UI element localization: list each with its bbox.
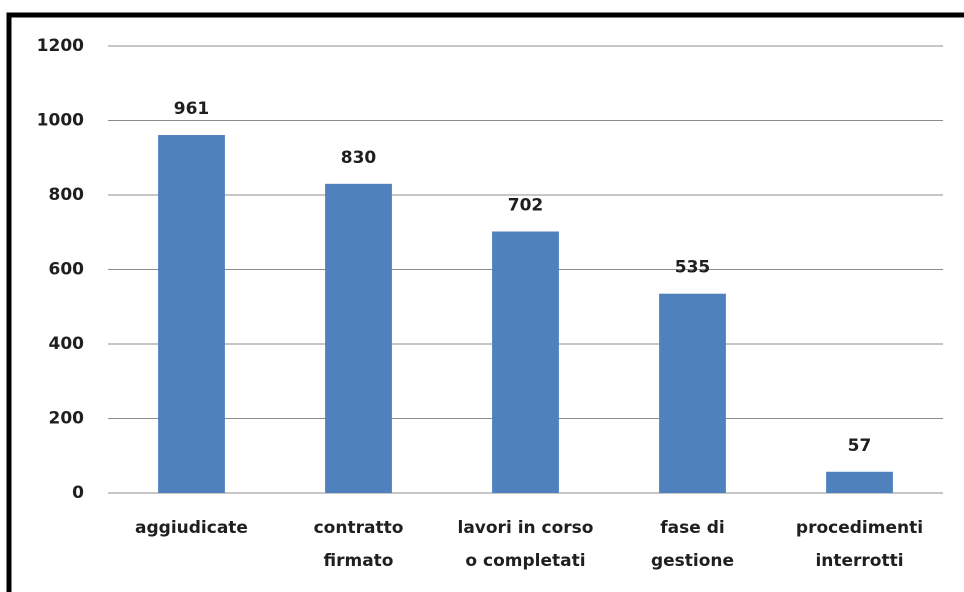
bar [325, 183, 392, 493]
x-tick-label: fase di gestione [651, 518, 734, 571]
frame [6, 12, 964, 592]
x-tick-label: contratto firmato [314, 518, 404, 571]
y-tick-label: 0 [72, 483, 84, 503]
x-tick-label: aggiudicate [135, 518, 248, 538]
value-label: 830 [341, 148, 377, 168]
bar [158, 135, 225, 493]
bar [659, 293, 726, 493]
y-tick-label: 200 [49, 409, 85, 429]
value-label: 702 [508, 196, 544, 216]
bar [492, 231, 559, 493]
bar [826, 471, 893, 493]
x-tick-label: lavori in corso o completati [458, 518, 594, 571]
x-tick-label: procedimenti interrotti [796, 518, 923, 571]
y-tick-label: 1000 [37, 111, 84, 131]
y-tick-label: 400 [49, 334, 85, 354]
y-tick-label: 600 [49, 260, 85, 280]
value-label: 535 [675, 258, 711, 278]
value-label: 57 [848, 436, 872, 456]
y-tick-label: 1200 [37, 36, 84, 56]
value-label: 961 [174, 99, 210, 119]
y-tick-label: 800 [49, 185, 85, 205]
